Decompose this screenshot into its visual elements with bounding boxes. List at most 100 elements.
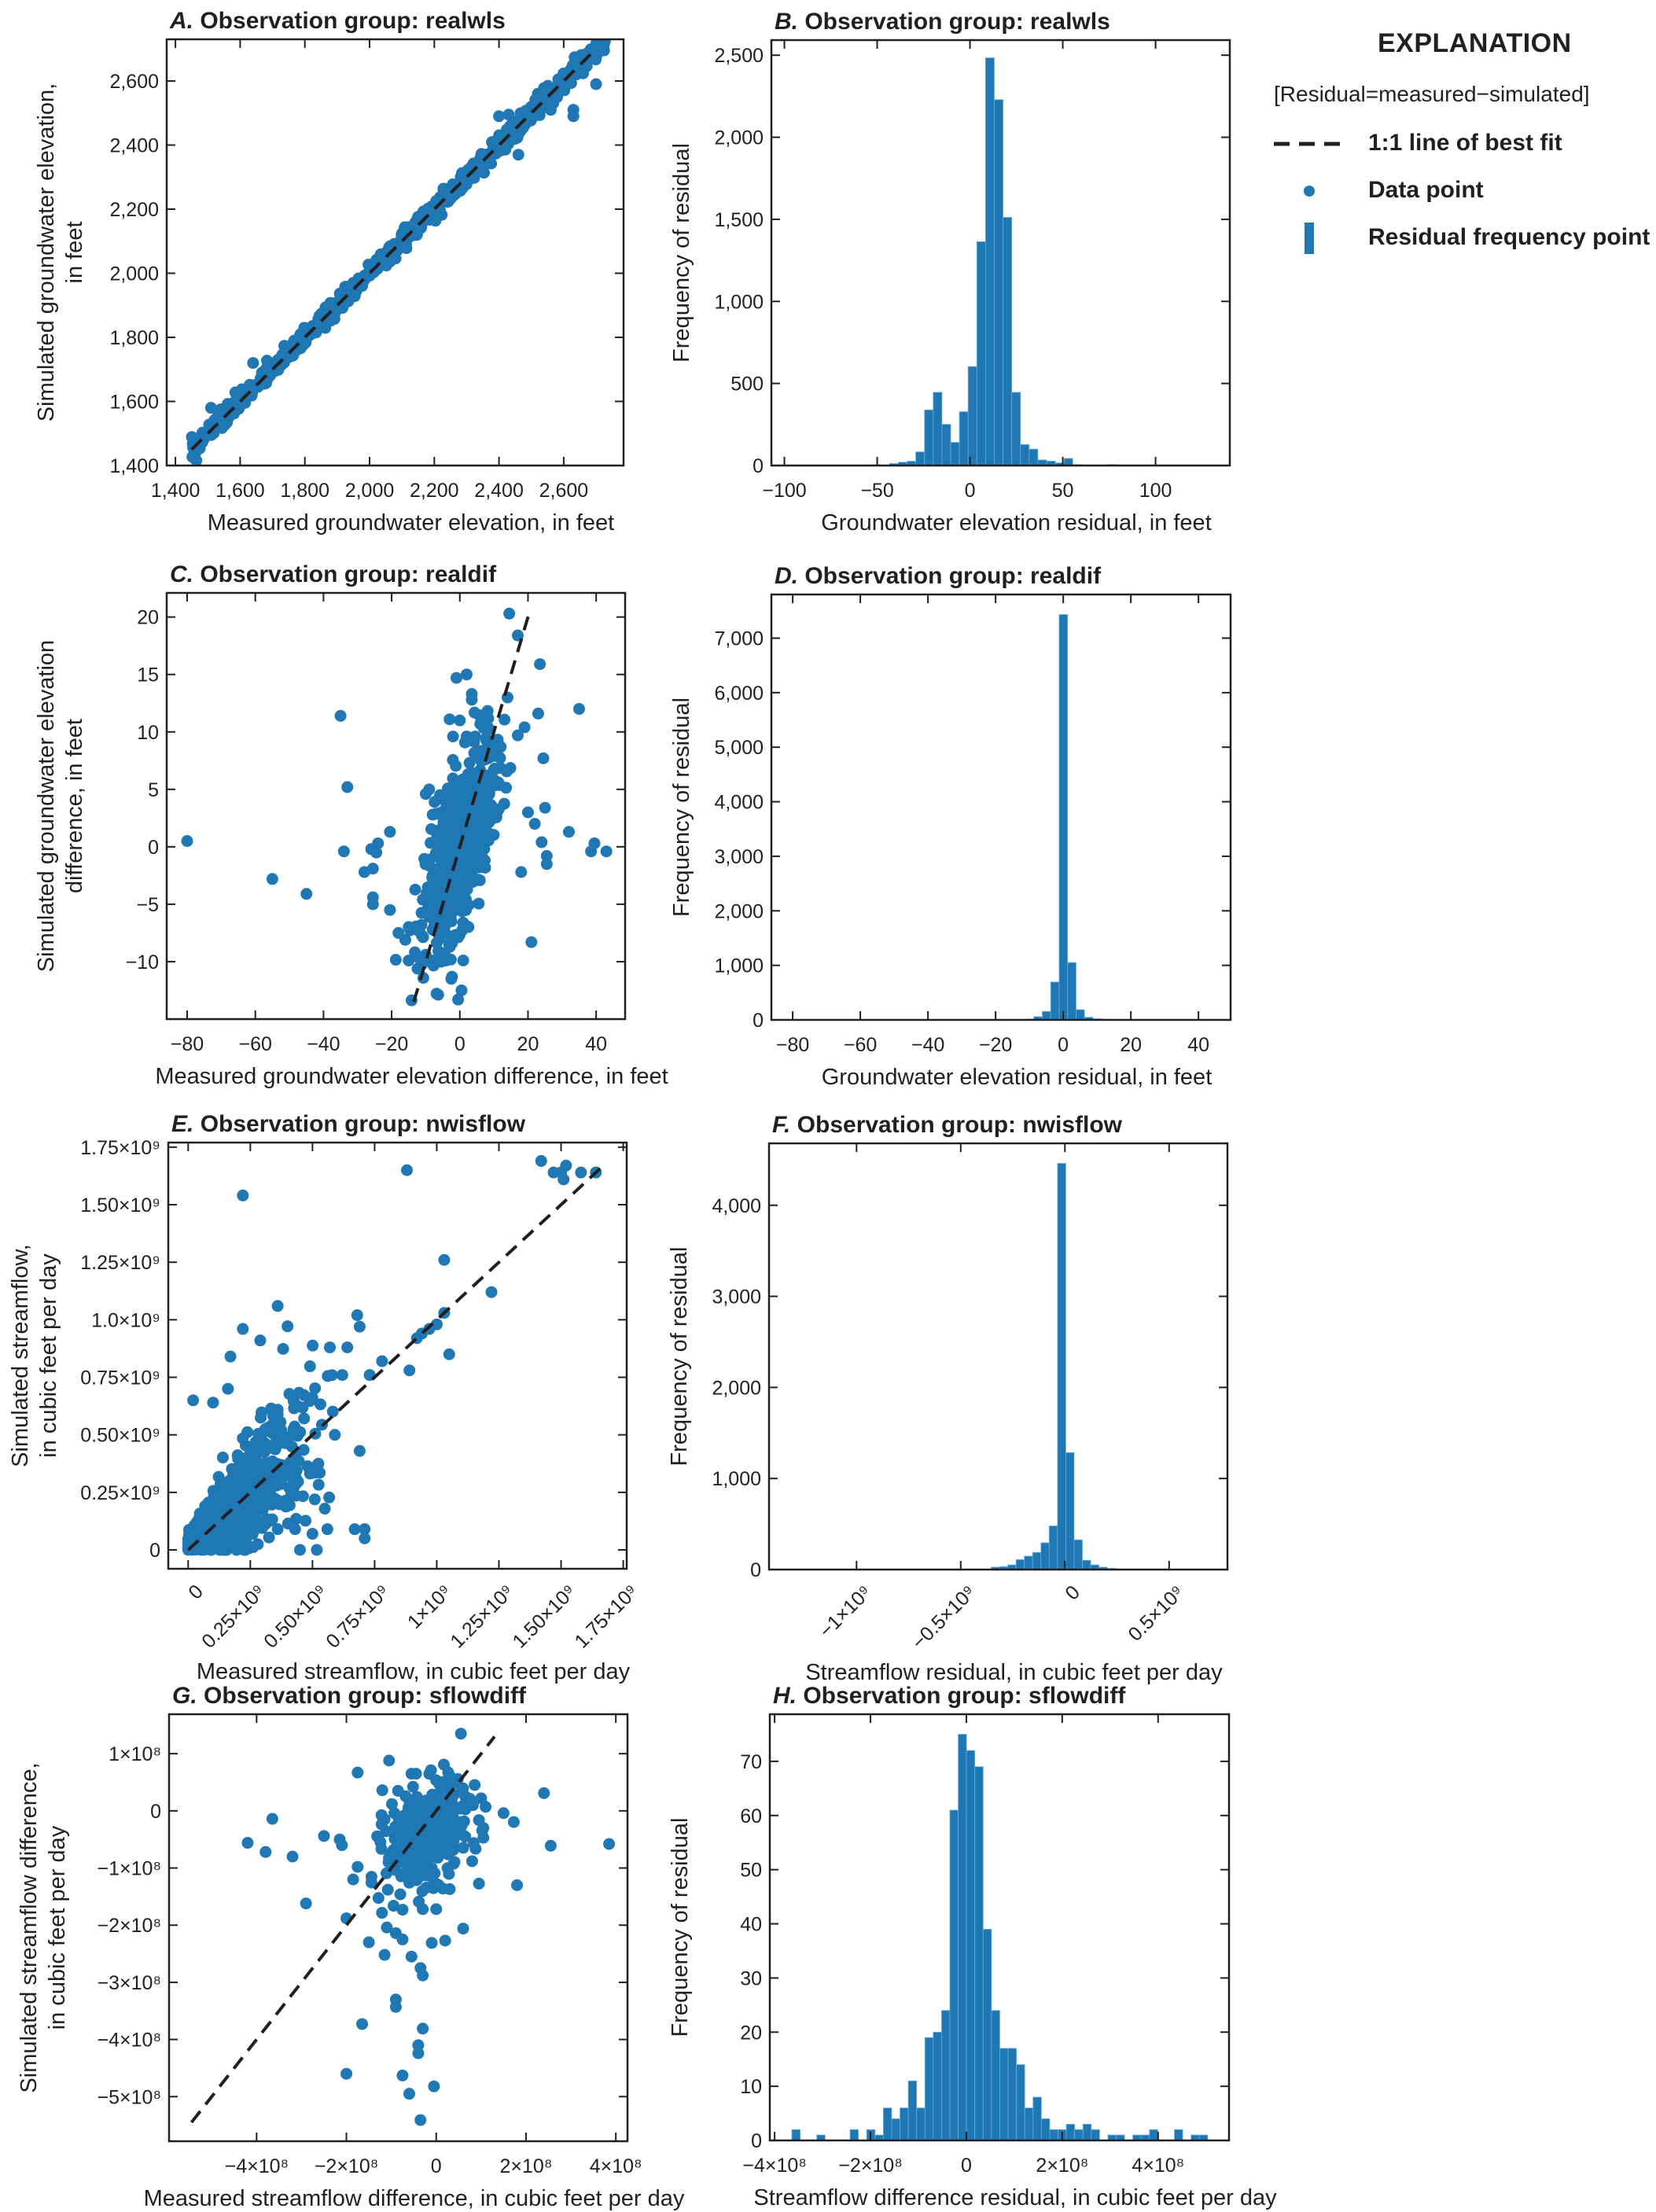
y-tick-label: 0	[753, 1010, 764, 1032]
data-point	[445, 973, 458, 985]
x-tick-label: 2,600	[539, 480, 589, 502]
histogram-bar	[924, 409, 934, 466]
data-point	[326, 1405, 339, 1418]
data-point	[403, 1364, 416, 1377]
data-point	[392, 1812, 405, 1824]
data-point	[285, 350, 298, 363]
data-point	[468, 706, 480, 719]
data-point	[230, 1544, 243, 1556]
data-point	[434, 881, 447, 893]
y-tick-label: 1×10⁸	[109, 1743, 161, 1765]
data-point	[336, 1838, 348, 1851]
histogram-bar	[967, 366, 977, 466]
histogram-bar	[941, 2010, 951, 2140]
panel-title: E. Observation group: nwisflow	[171, 1111, 526, 1137]
data-point	[423, 783, 436, 796]
data-point	[403, 2088, 415, 2100]
y-tick-label: 2,000	[712, 1377, 761, 1399]
data-point	[484, 810, 497, 823]
data-point	[482, 826, 495, 839]
plot-frame	[770, 593, 1232, 1021]
data-point	[270, 1431, 282, 1444]
data-point	[239, 1439, 252, 1452]
data-point	[495, 741, 507, 753]
data-point	[384, 904, 396, 916]
data-point	[409, 883, 421, 896]
data-point	[432, 988, 444, 1001]
data-point	[405, 1950, 418, 1963]
data-point	[443, 1883, 456, 1895]
data-point	[538, 1787, 550, 1799]
data-point	[480, 1801, 492, 1813]
data-point	[511, 729, 524, 742]
data-point	[572, 703, 585, 716]
data-point	[537, 752, 550, 764]
data-point	[457, 800, 469, 812]
y-tick-label: 60	[740, 1805, 762, 1827]
histogram-bar	[1065, 2123, 1076, 2140]
panel-c: −80 −60 −40 −20 0 20 40 −10 −5 0 5 10 15 20 C. Observa…	[34, 561, 668, 1089]
data-point	[312, 1478, 325, 1491]
y-tick-label: 1.50×10⁹	[80, 1194, 160, 1216]
bar-icon	[1305, 223, 1314, 254]
data-point	[507, 1816, 520, 1828]
data-point	[318, 1503, 331, 1515]
x-tick-label: 1.25×10⁹	[446, 1581, 518, 1653]
data-point	[271, 1300, 284, 1312]
data-point	[520, 105, 532, 117]
histogram-bar	[941, 424, 951, 466]
data-point	[245, 1503, 258, 1515]
data-point	[412, 2047, 425, 2059]
x-axis-label: Streamflow difference residual, in cubic…	[753, 2185, 1277, 2210]
data-point	[499, 713, 511, 726]
dot-icon	[1304, 186, 1315, 197]
histogram-bar	[900, 2107, 909, 2140]
y-tick-label: 50	[740, 1860, 762, 1882]
data-point	[394, 1888, 407, 1901]
data-point	[457, 1799, 469, 1812]
data-point	[414, 1837, 427, 1849]
legend-note: [Residual=measured−simulated]	[1274, 82, 1590, 106]
data-point	[237, 1323, 249, 1335]
data-point	[241, 1837, 254, 1849]
y-tick-label: 6,000	[714, 683, 764, 705]
data-point	[518, 721, 531, 734]
data-point	[287, 1476, 300, 1489]
data-point	[603, 1838, 616, 1850]
data-point	[488, 775, 501, 787]
y-tick-label: 500	[730, 374, 764, 396]
x-tick-label: −80	[776, 1034, 809, 1056]
data-point	[477, 842, 489, 855]
data-point	[395, 232, 407, 245]
x-tick-label: 1,600	[215, 480, 265, 502]
x-tick-label: −40	[307, 1033, 340, 1055]
data-point	[460, 919, 473, 932]
y-tick-label: −5×10⁸	[98, 2086, 161, 2108]
data-point	[359, 1532, 371, 1544]
data-point	[452, 993, 465, 1006]
x-tick-label: 0	[184, 1581, 208, 1604]
data-point	[447, 1857, 460, 1870]
data-point	[258, 1445, 270, 1458]
data-point	[385, 1798, 398, 1810]
data-point	[473, 1877, 485, 1890]
data-point	[429, 796, 441, 808]
data-point	[294, 1544, 307, 1556]
histogram-bar	[933, 392, 943, 466]
data-point	[410, 1791, 423, 1803]
y-axis-label: Simulated groundwater elevation, in feet	[34, 83, 87, 421]
data-point	[588, 837, 601, 849]
data-point	[469, 1779, 481, 1791]
data-point	[510, 120, 522, 132]
data-point	[435, 849, 447, 862]
data-point	[307, 1339, 319, 1352]
data-point	[388, 1900, 400, 1912]
data-point	[396, 1933, 409, 1945]
panel-h: −4×10⁸ −2×10⁸ 0 2×10⁸ 4×10⁸ 0 10 20 30 40 50 60 70 H.…	[668, 1683, 1277, 2210]
data-point	[353, 1445, 366, 1457]
data-point	[398, 1853, 410, 1866]
data-point	[462, 768, 474, 781]
data-point	[224, 1350, 237, 1363]
data-point	[259, 1846, 272, 1858]
data-point	[430, 1318, 443, 1331]
